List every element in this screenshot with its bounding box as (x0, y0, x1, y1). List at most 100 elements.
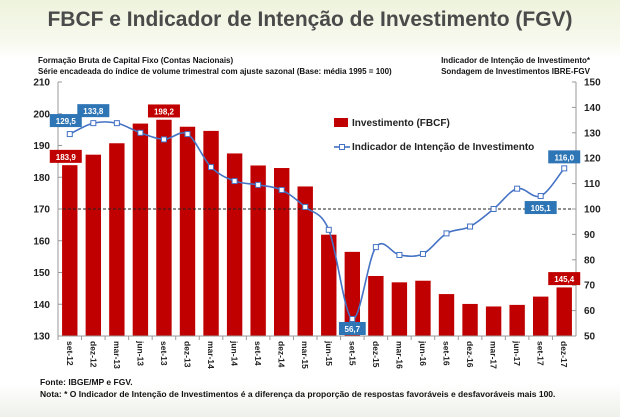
bar (438, 293, 455, 337)
right-subtitle-line: Sondagem de Investimentos IBRE-FGV (441, 67, 590, 76)
x-tick-label: dez-16 (465, 341, 475, 368)
indicator-marker (278, 186, 285, 193)
left-tick-label: 130 (33, 332, 50, 343)
line-data-label: 105,1 (531, 204, 552, 213)
line-data-label-bg (524, 201, 557, 215)
x-tick-label: mar-17 (489, 341, 499, 369)
line-data-label: 116,0 (554, 153, 574, 162)
right-tick-label: 120 (584, 154, 601, 165)
bar (485, 305, 502, 337)
x-tick-label: mar-16 (394, 341, 404, 369)
indicator-marker (90, 120, 97, 127)
bar-data-label-bg (49, 149, 82, 163)
right-tick-label: 130 (584, 128, 601, 139)
indicator-marker (396, 251, 403, 258)
bar (508, 304, 526, 337)
right-tick-label: 150 (584, 78, 601, 89)
x-tick-label: jun-17 (512, 340, 522, 366)
bar-data-label-bg (548, 272, 581, 286)
indicator-marker (561, 165, 568, 172)
indicator-marker (255, 181, 262, 188)
x-tick-label: set-14 (253, 341, 263, 366)
left-subtitle-line: Formação Bruta de Capital Fixo (Contas N… (38, 56, 234, 65)
bar (108, 142, 126, 337)
x-tick-label: set-13 (159, 341, 169, 366)
bar (179, 126, 196, 337)
legend-swatch-bar (334, 118, 348, 127)
bar (414, 280, 432, 337)
right-tick-label: 50 (584, 332, 596, 343)
x-tick-label: dez-13 (183, 341, 193, 368)
bar (85, 154, 102, 337)
left-subtitle-line: Série encadeada do índice de volume trim… (38, 67, 392, 76)
x-tick-label: set-12 (65, 341, 75, 366)
x-tick-label: jun-16 (418, 340, 428, 366)
x-tick-label: jun-13 (135, 340, 145, 366)
indicator-marker (325, 226, 332, 233)
indicator-marker (184, 131, 191, 138)
indicator-marker (66, 131, 73, 138)
right-tick-label: 90 (584, 230, 596, 241)
bar (132, 122, 149, 337)
indicator-marker (490, 206, 497, 212)
legend-label-bar: Investimento (FBCF) (352, 118, 450, 129)
x-tick-label: set-15 (347, 341, 357, 366)
indicator-marker (349, 315, 356, 322)
bar (61, 164, 79, 337)
bar (155, 119, 173, 337)
indicator-line (69, 121, 565, 320)
line-data-label: 56,7 (345, 325, 361, 334)
indicator-marker (537, 193, 544, 200)
line-data-label: 129,5 (56, 117, 77, 126)
line-data-label-bg (77, 104, 110, 118)
legend-swatch-marker (339, 144, 345, 150)
left-tick-label: 150 (33, 268, 50, 279)
right-tick-label: 110 (584, 179, 601, 190)
left-tick-label: 160 (33, 236, 50, 247)
left-tick-label: 210 (33, 78, 50, 89)
bar (202, 130, 220, 337)
left-tick-label: 170 (33, 205, 50, 216)
indicator-marker (514, 185, 521, 192)
x-tick-label: jun-15 (324, 340, 334, 366)
page-title: FBCF e Indicador de Intenção de Investim… (47, 8, 573, 31)
x-tick-label: dez-14 (277, 341, 287, 368)
indicator-marker (372, 244, 379, 251)
x-tick-label: mar-15 (300, 341, 310, 369)
line-data-label-bg (49, 114, 82, 128)
indicator-marker (160, 136, 167, 143)
right-subtitle-line: Indicador de Intenção de Investimento* (441, 56, 590, 65)
left-tick-label: 190 (33, 141, 50, 152)
bar (461, 303, 479, 337)
indicator-marker (467, 223, 474, 230)
x-tick-label: set-16 (442, 341, 452, 366)
bar (249, 164, 267, 337)
bar-data-label: 145,4 (554, 275, 575, 284)
bar (391, 281, 408, 337)
left-axis-subtitle: Formação Bruta de Capital Fixo (Contas N… (38, 55, 392, 77)
legend-label-line: Indicador de Intenção de Investimento (352, 142, 534, 153)
x-tick-label: set-17 (536, 341, 546, 366)
bar-data-label: 198,2 (154, 107, 175, 116)
left-tick-label: 180 (33, 173, 50, 184)
indicator-marker (302, 203, 309, 210)
left-tick-label: 140 (33, 300, 50, 311)
line-data-label-bg (548, 150, 581, 164)
bar (555, 286, 573, 337)
line-data-label: 133,8 (83, 107, 104, 116)
bar-data-label-bg (147, 104, 180, 118)
source-note: Fonte: IBGE/MP e FGV. (40, 377, 133, 387)
right-tick-label: 80 (584, 255, 596, 266)
indicator-marker (419, 250, 426, 257)
indicator-marker (208, 164, 215, 171)
indicator-marker (231, 178, 238, 185)
footer: Fonte: IBGE/MP e FGV. Nota: * O Indicado… (40, 376, 555, 400)
indicator-marker (443, 230, 450, 237)
x-tick-label: mar-14 (206, 341, 216, 369)
line-data-label-bg (338, 321, 366, 335)
bar (367, 275, 385, 337)
x-tick-label: dez-15 (371, 341, 381, 368)
x-tick-label: jun-14 (230, 340, 240, 366)
right-tick-label: 60 (584, 306, 596, 317)
